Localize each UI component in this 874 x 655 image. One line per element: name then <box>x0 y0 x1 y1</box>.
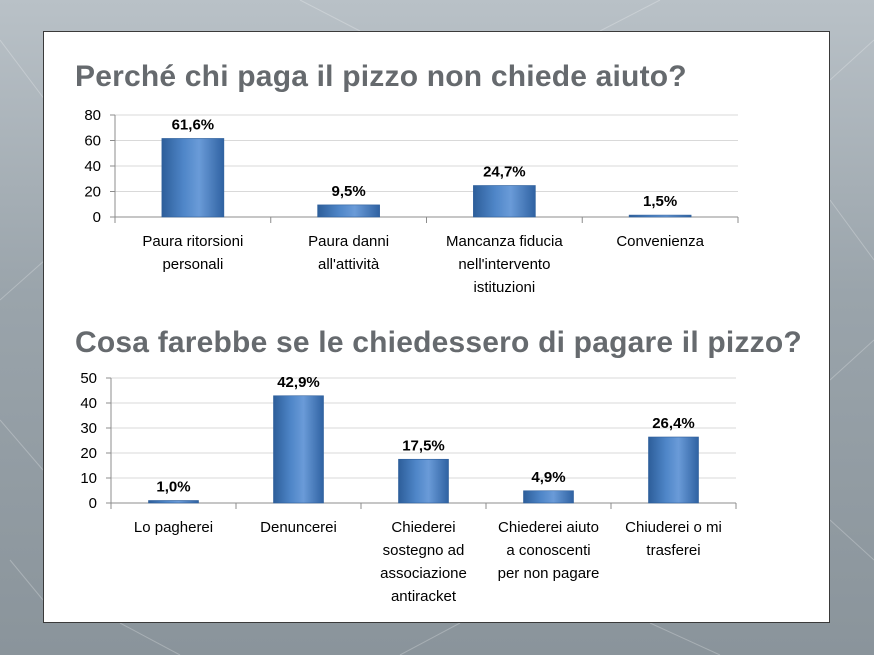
chart1-data-label: 24,7% <box>483 164 526 181</box>
chart-1-title: Perché chi paga il pizzo non chiede aiut… <box>75 60 687 93</box>
charts-canvas: 0 20 40 60 80 61,6% Paura ritorsioni personali 9… <box>80 107 739 605</box>
chart1-bar <box>161 138 225 218</box>
chart1-category-label: Paura ritorsioni <box>142 233 243 250</box>
chart1-y-tick-label: 60 <box>84 133 101 150</box>
chart1-bar <box>473 185 536 218</box>
chart2-y-tick-label: 30 <box>80 420 97 437</box>
chart-2-title: Cosa farebbe se le chiedessero di pagare… <box>75 326 802 359</box>
chart2-category-label: Lo pagherei <box>134 519 213 536</box>
chart2-data-label: 26,4% <box>652 415 695 432</box>
chart2-category-label: Chiuderei o mi <box>625 519 722 536</box>
chart2-y-tick-label: 20 <box>80 445 97 462</box>
chart1-y-tick-label: 80 <box>84 107 101 124</box>
chart2-category-label: per non pagare <box>498 565 600 582</box>
chart2-category-label: trasferei <box>646 542 700 559</box>
chart2-data-label: 4,9% <box>531 469 565 486</box>
chart2-category-label: antiracket <box>391 588 457 605</box>
chart2-y-tick-label: 50 <box>80 370 97 387</box>
chart2-category-label: Chiederei <box>391 519 455 536</box>
chart1-category-label: all'attività <box>318 256 380 273</box>
chart1-y-tick-label: 20 <box>84 184 101 201</box>
chart1-bar <box>628 214 692 218</box>
chart1-category-label: Paura danni <box>308 233 389 250</box>
chart1-category-label: nell'intervento <box>458 256 550 273</box>
chart2-y-tick-label: 0 <box>89 495 97 512</box>
chart2-category-label: Denuncerei <box>260 519 337 536</box>
chart1-y-tick-label: 0 <box>93 209 101 226</box>
chart2-bar <box>523 490 574 504</box>
chart2-category-label: a conoscenti <box>506 542 590 559</box>
chart2-category-label: Chiederei aiuto <box>498 519 599 536</box>
chart2-data-label: 42,9% <box>277 374 320 391</box>
slide-panel: Perché chi paga il pizzo non chiede aiut… <box>43 31 830 623</box>
chart2-y-tick-label: 40 <box>80 395 97 412</box>
chart2-bar <box>398 458 449 504</box>
chart1-data-label: 1,5% <box>643 193 677 210</box>
chart1-category-label: Mancanza fiducia <box>446 233 563 250</box>
chart1-y-tick-label: 40 <box>84 158 101 175</box>
chart1-category-label: istituzioni <box>474 279 536 296</box>
chart2-category-label: associazione <box>380 565 467 582</box>
chart1-category-label: Convenienza <box>616 233 704 250</box>
chart2-y-tick-label: 10 <box>80 470 97 487</box>
chart2-bar <box>648 436 699 504</box>
chart2-bar <box>148 500 199 504</box>
chart1-data-label: 9,5% <box>332 183 366 200</box>
chart2-bar <box>273 395 324 504</box>
chart1-category-label: personali <box>162 256 223 273</box>
chart2-data-label: 17,5% <box>402 437 445 454</box>
chart2-category-label: sostegno ad <box>383 542 465 559</box>
chart1-bar <box>317 204 380 218</box>
chart1-data-label: 61,6% <box>172 116 215 133</box>
chart2-data-label: 1,0% <box>156 479 190 496</box>
